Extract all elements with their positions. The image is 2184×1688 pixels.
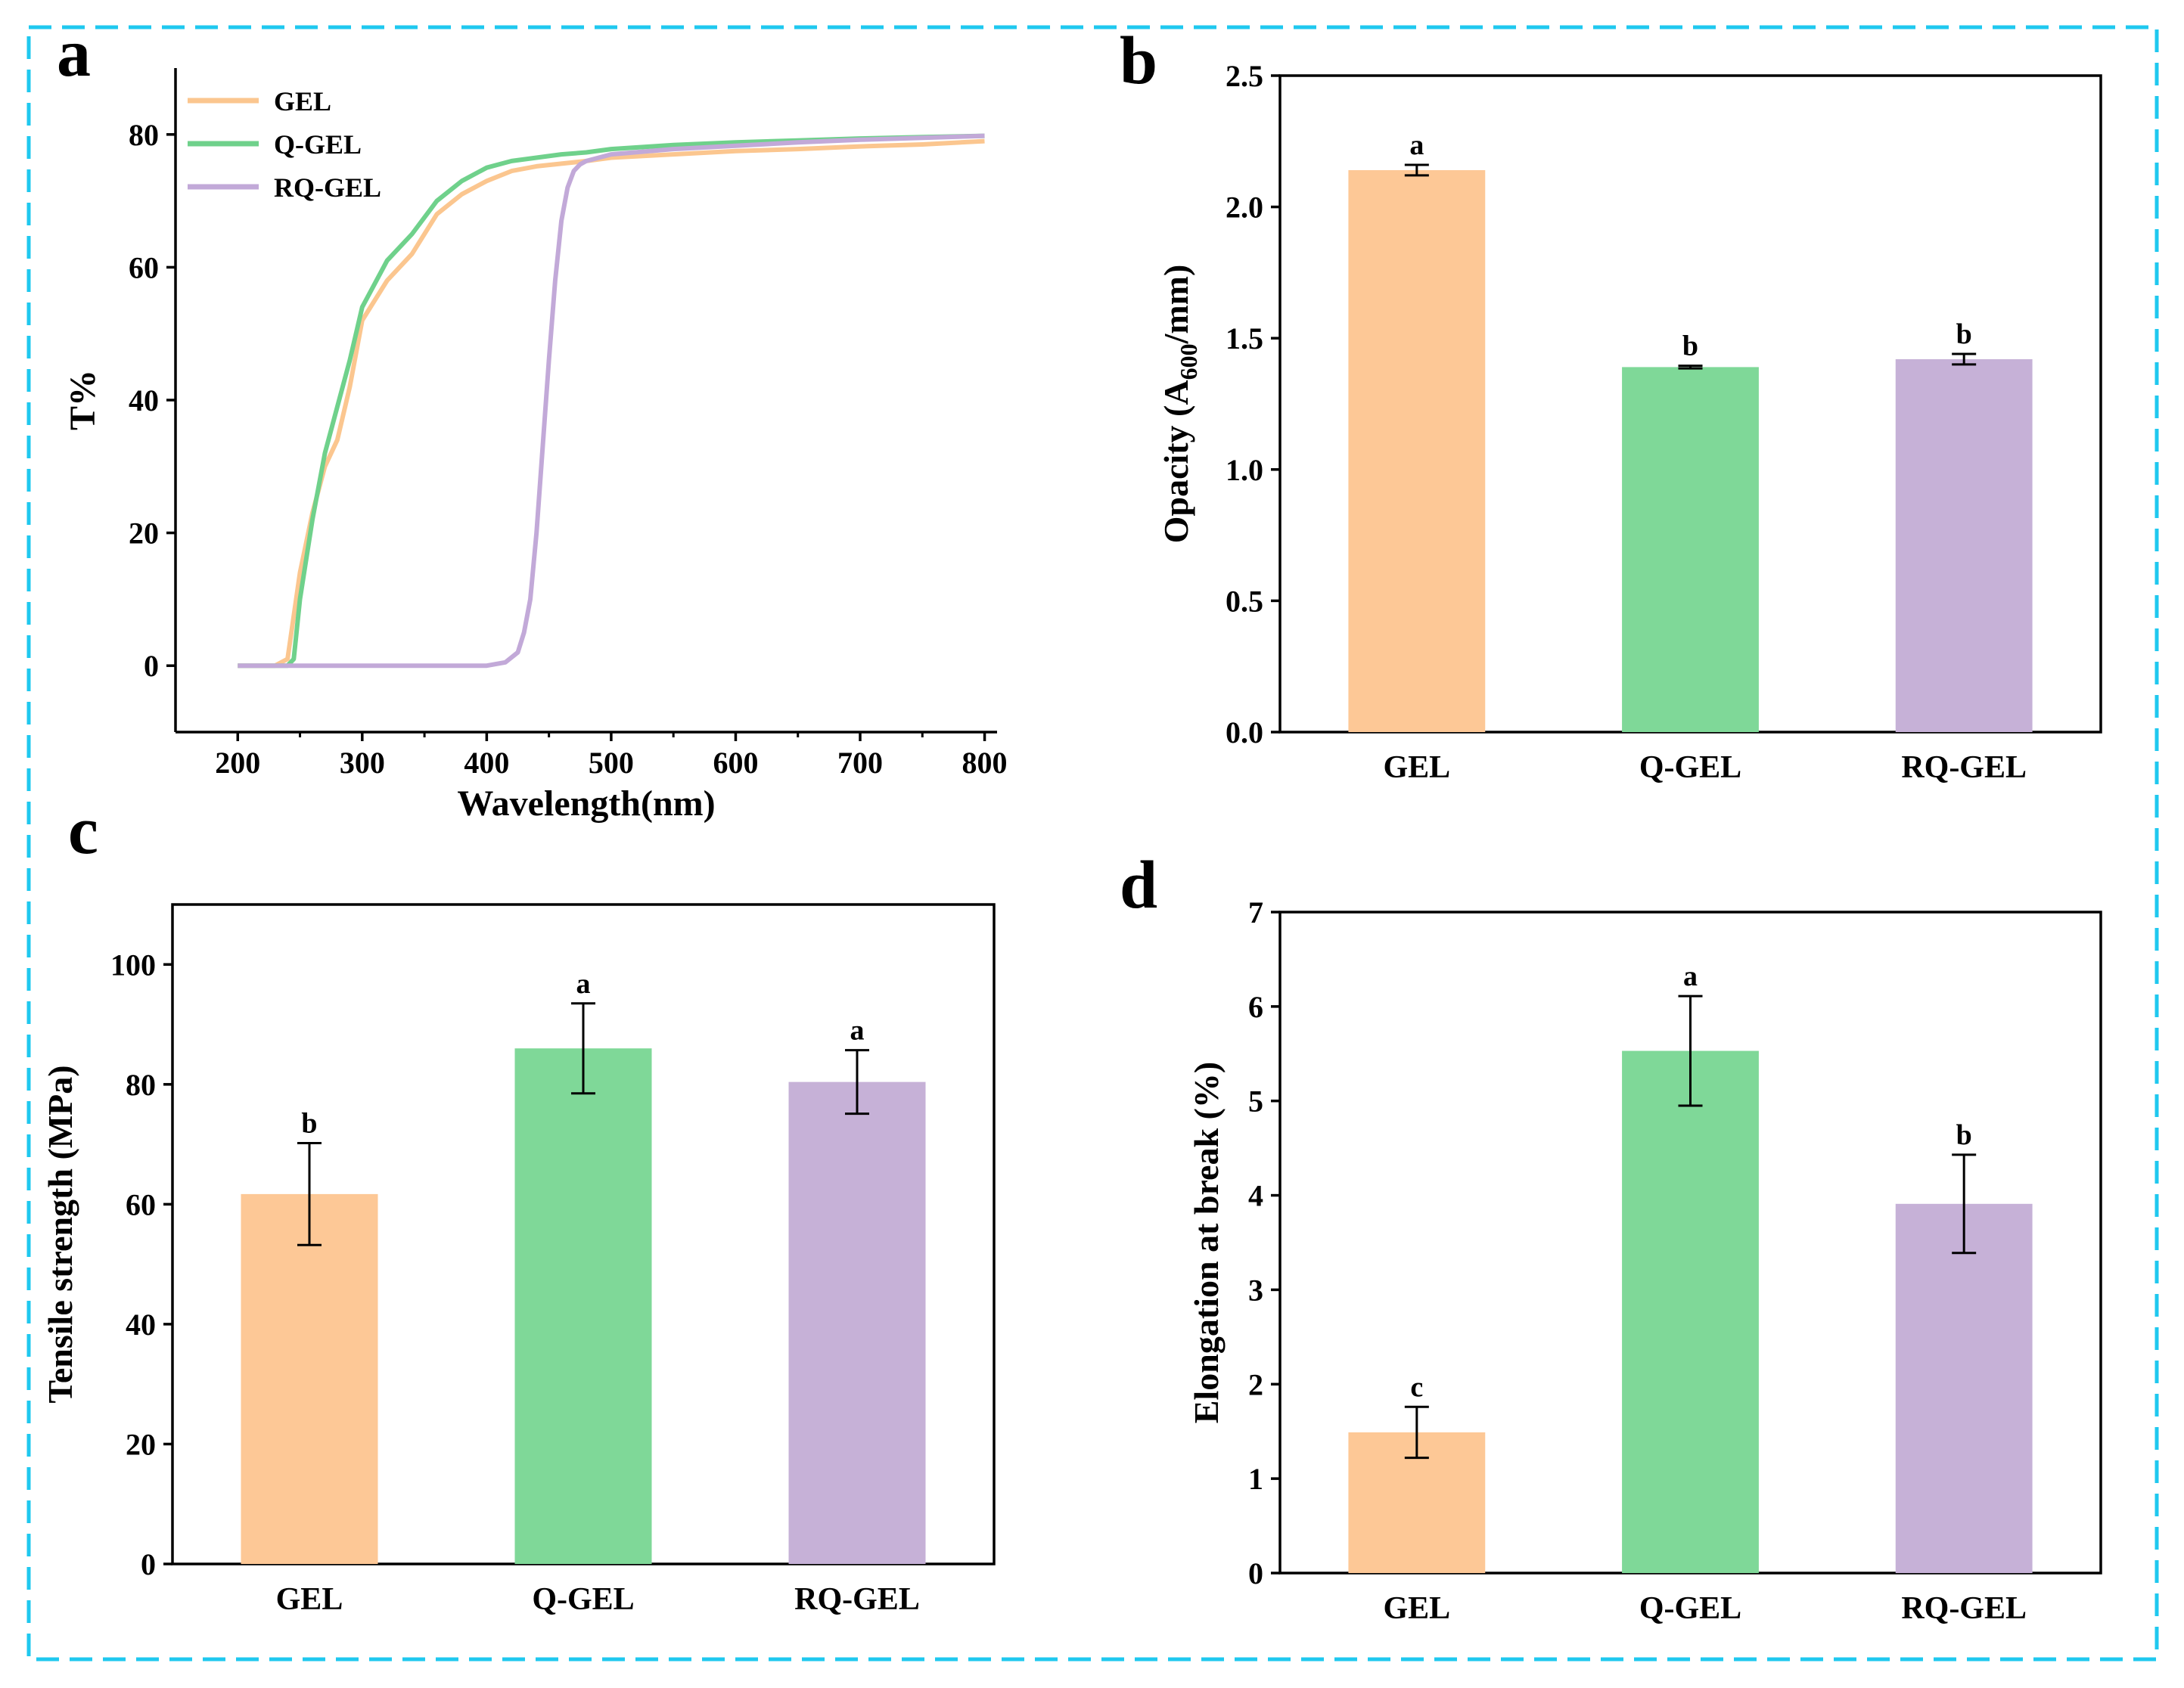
y-tick-label-a-4: 80	[129, 118, 159, 152]
x-category-label-d-rq-gel: RQ-GEL	[1901, 1591, 2027, 1626]
significance-letter-b-q-gel: b	[1682, 330, 1698, 362]
chart-panel-a: a 0 20 40 60 80 200 300 400 500 600 700 800 Wavelengt…	[57, 16, 1008, 824]
bar-c-q-gel	[514, 1048, 652, 1564]
y-tick-label-d-3: 3	[1248, 1273, 1263, 1307]
significance-letter-b-gel: a	[1409, 129, 1424, 161]
x-category-label-d-q-gel: Q-GEL	[1639, 1591, 1741, 1626]
significance-letter-c-gel: b	[301, 1108, 317, 1140]
y-tick-label-d-6: 6	[1248, 990, 1263, 1024]
significance-letter-b-rq-gel: b	[1956, 318, 1972, 350]
significance-letter-c-rq-gel: a	[850, 1015, 865, 1047]
legend-label-rq-gel: RQ-GEL	[274, 172, 381, 203]
x-tick-label-a-5: 700	[837, 746, 883, 780]
y-tick-label-c-2: 40	[126, 1308, 156, 1342]
y-tick-label-d-0: 0	[1248, 1556, 1263, 1590]
y-axis-label-part-c-0: Tensile strength (MPa)	[41, 1065, 79, 1403]
y-tick-label-d-2: 2	[1248, 1367, 1263, 1401]
y-tick-label-a-1: 20	[129, 517, 159, 551]
significance-letter-c-q-gel: a	[576, 968, 591, 1000]
bar-d-rq-gel	[1895, 1203, 2033, 1573]
panel-letter-d: d	[1120, 848, 1157, 923]
x-tick-label-a-1: 300	[340, 746, 385, 780]
y-axis-label-part-b-1: 600	[1175, 343, 1202, 380]
x-tick-label-a-2: 400	[464, 746, 509, 780]
x-category-label-c-rq-gel: RQ-GEL	[794, 1582, 920, 1617]
y-tick-label-b-5: 2.5	[1226, 59, 1263, 93]
bar-b-rq-gel	[1895, 358, 2033, 732]
x-tick-label-a-3: 500	[589, 746, 634, 780]
bar-c-gel	[241, 1193, 378, 1564]
y-tick-label-b-2: 1.0	[1226, 453, 1263, 487]
y-tick-label-b-3: 1.5	[1226, 321, 1263, 355]
series-line-rq-gel	[238, 133, 985, 669]
y-tick-label-d-4: 4	[1248, 1179, 1263, 1213]
y-axis-label-d: Elongation at break (%)	[1187, 1062, 1226, 1423]
dashed-frame	[26, 25, 2159, 1662]
y-tick-label-c-4: 80	[126, 1068, 156, 1102]
bar-b-gel	[1348, 169, 1486, 732]
y-tick-label-a-3: 60	[129, 250, 159, 284]
y-axis-label-c: Tensile strength (MPa)	[41, 1065, 79, 1403]
series-line-gel	[238, 138, 985, 669]
chart-panel-b: b 0.0 0.5 1.0 1.5 2.0 2.5 a GEL b Q-GEL b RQ-GEL Opac…	[1120, 23, 2102, 785]
y-tick-label-d-1: 1	[1248, 1462, 1263, 1496]
panel-letter-b: b	[1120, 23, 1157, 98]
y-axis-label-b: Opacity (A600/mm)	[1157, 265, 1202, 544]
x-category-label-c-gel: GEL	[276, 1582, 343, 1617]
y-tick-label-b-4: 2.0	[1226, 191, 1263, 225]
bar-d-q-gel	[1622, 1050, 1759, 1573]
y-tick-label-a-2: 40	[129, 383, 159, 417]
x-axis-label-a: Wavelength(nm)	[457, 783, 715, 824]
y-tick-label-b-0: 0.0	[1226, 715, 1263, 749]
y-tick-label-d-7: 7	[1248, 895, 1263, 929]
x-tick-label-a-4: 600	[713, 746, 758, 780]
x-category-label-b-rq-gel: RQ-GEL	[1901, 750, 2027, 785]
y-tick-label-c-0: 0	[141, 1547, 156, 1581]
y-tick-label-a-0: 0	[144, 649, 159, 683]
x-category-label-d-gel: GEL	[1383, 1591, 1450, 1626]
y-axis-label-part-b-2: /mm)	[1157, 265, 1195, 345]
y-tick-label-d-5: 5	[1248, 1084, 1263, 1119]
significance-letter-d-rq-gel: b	[1956, 1119, 1972, 1151]
x-category-label-b-gel: GEL	[1383, 750, 1450, 785]
y-axis-label-part-d-0: Elongation at break (%)	[1187, 1062, 1226, 1423]
y-tick-label-b-1: 0.5	[1226, 584, 1263, 618]
x-tick-label-a-6: 800	[962, 746, 1008, 780]
series-line-q-gel	[238, 133, 985, 669]
y-tick-label-c-1: 20	[126, 1427, 156, 1461]
y-tick-label-c-3: 60	[126, 1187, 156, 1221]
y-tick-label-c-5: 100	[110, 948, 156, 982]
bar-c-rq-gel	[788, 1081, 926, 1564]
legend-label-gel: GEL	[274, 86, 331, 116]
panel-letter-a: a	[57, 16, 91, 91]
legend-label-q-gel: Q-GEL	[274, 129, 362, 160]
y-axis-label-part-b-0: Opacity (A	[1157, 380, 1195, 543]
bar-b-q-gel	[1622, 367, 1759, 732]
x-category-label-c-q-gel: Q-GEL	[532, 1582, 634, 1617]
significance-letter-d-gel: c	[1410, 1371, 1423, 1403]
x-tick-label-a-0: 200	[215, 746, 260, 780]
panel-letter-c: c	[68, 793, 98, 868]
significance-letter-d-q-gel: a	[1683, 960, 1698, 992]
chart-panel-d: d 0 1 2 3 4 5 6 7 c GEL a Q-GEL b RQ-GEL Elongation at …	[1120, 848, 2102, 1626]
chart-panel-c: c 0 20 40 60 80 100 b GEL a Q-GEL a RQ-GEL Tensile st…	[41, 793, 996, 1617]
x-category-label-b-q-gel: Q-GEL	[1639, 750, 1741, 785]
y-axis-label-a: T%	[63, 370, 103, 430]
